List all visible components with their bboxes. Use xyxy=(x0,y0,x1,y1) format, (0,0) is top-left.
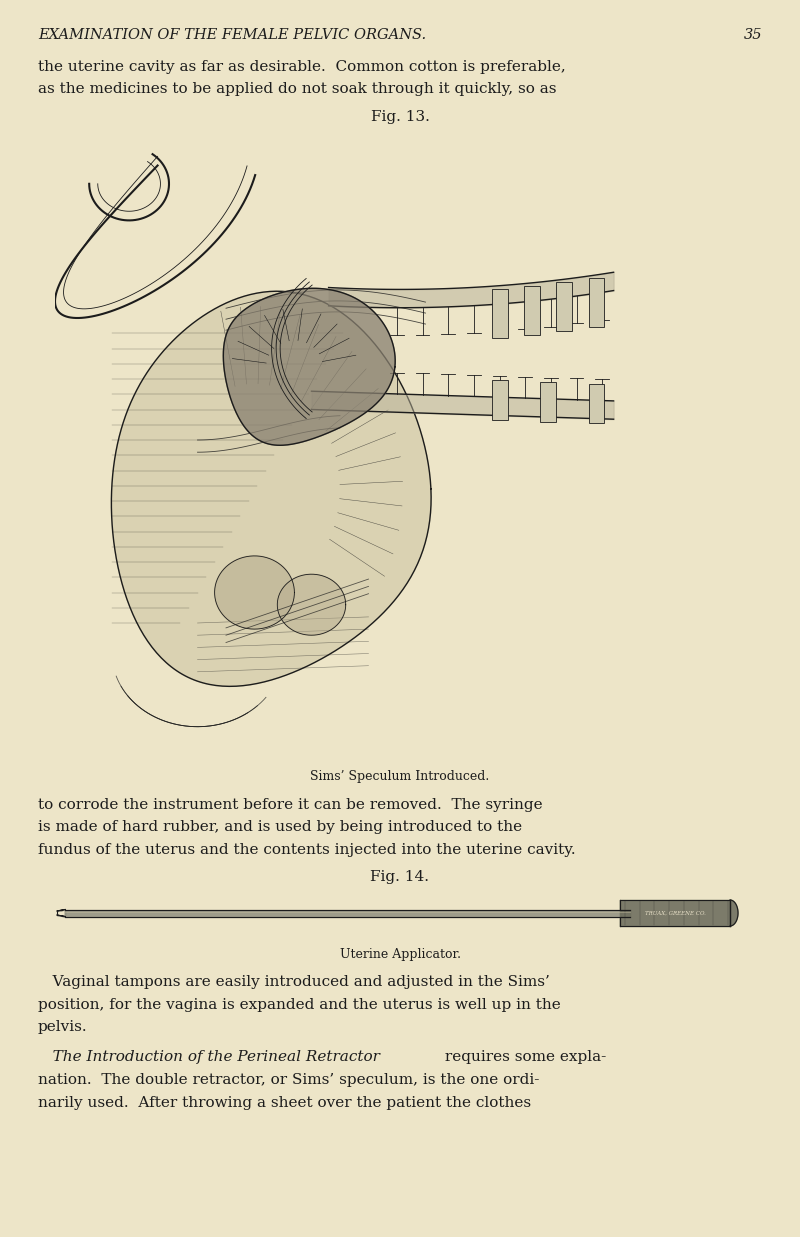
Text: Fig. 13.: Fig. 13. xyxy=(370,110,430,124)
Text: EXAMINATION OF THE FEMALE PELVIC ORGANS.: EXAMINATION OF THE FEMALE PELVIC ORGANS. xyxy=(38,28,426,42)
Text: position, for the vagina is expanded and the uterus is well up in the: position, for the vagina is expanded and… xyxy=(38,997,561,1012)
Text: the uterine cavity as far as desirable.  Common cotton is preferable,: the uterine cavity as far as desirable. … xyxy=(38,61,566,74)
Text: Fig. 14.: Fig. 14. xyxy=(370,870,430,884)
Text: to corrode the instrument before it can be removed.  The syringe: to corrode the instrument before it can … xyxy=(38,798,542,811)
Bar xyxy=(589,278,605,327)
Bar xyxy=(492,288,507,338)
Text: Uterine Applicator.: Uterine Applicator. xyxy=(339,948,461,961)
Text: The Introduction of the Perineal Retractor: The Introduction of the Perineal Retract… xyxy=(38,1050,380,1065)
Text: nation.  The double retractor, or Sims’ speculum, is the one ordi-: nation. The double retractor, or Sims’ s… xyxy=(38,1072,539,1087)
Polygon shape xyxy=(730,901,738,927)
Text: requires some expla-: requires some expla- xyxy=(440,1050,606,1065)
Text: pelvis.: pelvis. xyxy=(38,1021,88,1034)
Polygon shape xyxy=(223,288,395,445)
Text: narily used.  After throwing a sheet over the patient the clothes: narily used. After throwing a sheet over… xyxy=(38,1096,531,1110)
Text: fundus of the uterus and the contents injected into the uterine cavity.: fundus of the uterus and the contents in… xyxy=(38,842,576,857)
Bar xyxy=(589,383,605,423)
Bar xyxy=(524,286,540,335)
Polygon shape xyxy=(214,555,294,630)
Text: is made of hard rubber, and is used by being introduced to the: is made of hard rubber, and is used by b… xyxy=(38,820,522,835)
Text: TRUAX, GREENE CO.: TRUAX, GREENE CO. xyxy=(645,910,706,915)
Bar xyxy=(540,382,556,422)
Text: Vaginal tampons are easily introduced and adjusted in the Sims’: Vaginal tampons are easily introduced an… xyxy=(38,975,550,990)
Polygon shape xyxy=(111,291,431,687)
Bar xyxy=(492,381,507,421)
Text: as the medicines to be applied do not soak through it quickly, so as: as the medicines to be applied do not so… xyxy=(38,83,557,96)
Bar xyxy=(556,282,572,332)
Text: 35: 35 xyxy=(743,28,762,42)
Polygon shape xyxy=(278,574,346,636)
Text: Sims’ Speculum Introduced.: Sims’ Speculum Introduced. xyxy=(310,769,490,783)
